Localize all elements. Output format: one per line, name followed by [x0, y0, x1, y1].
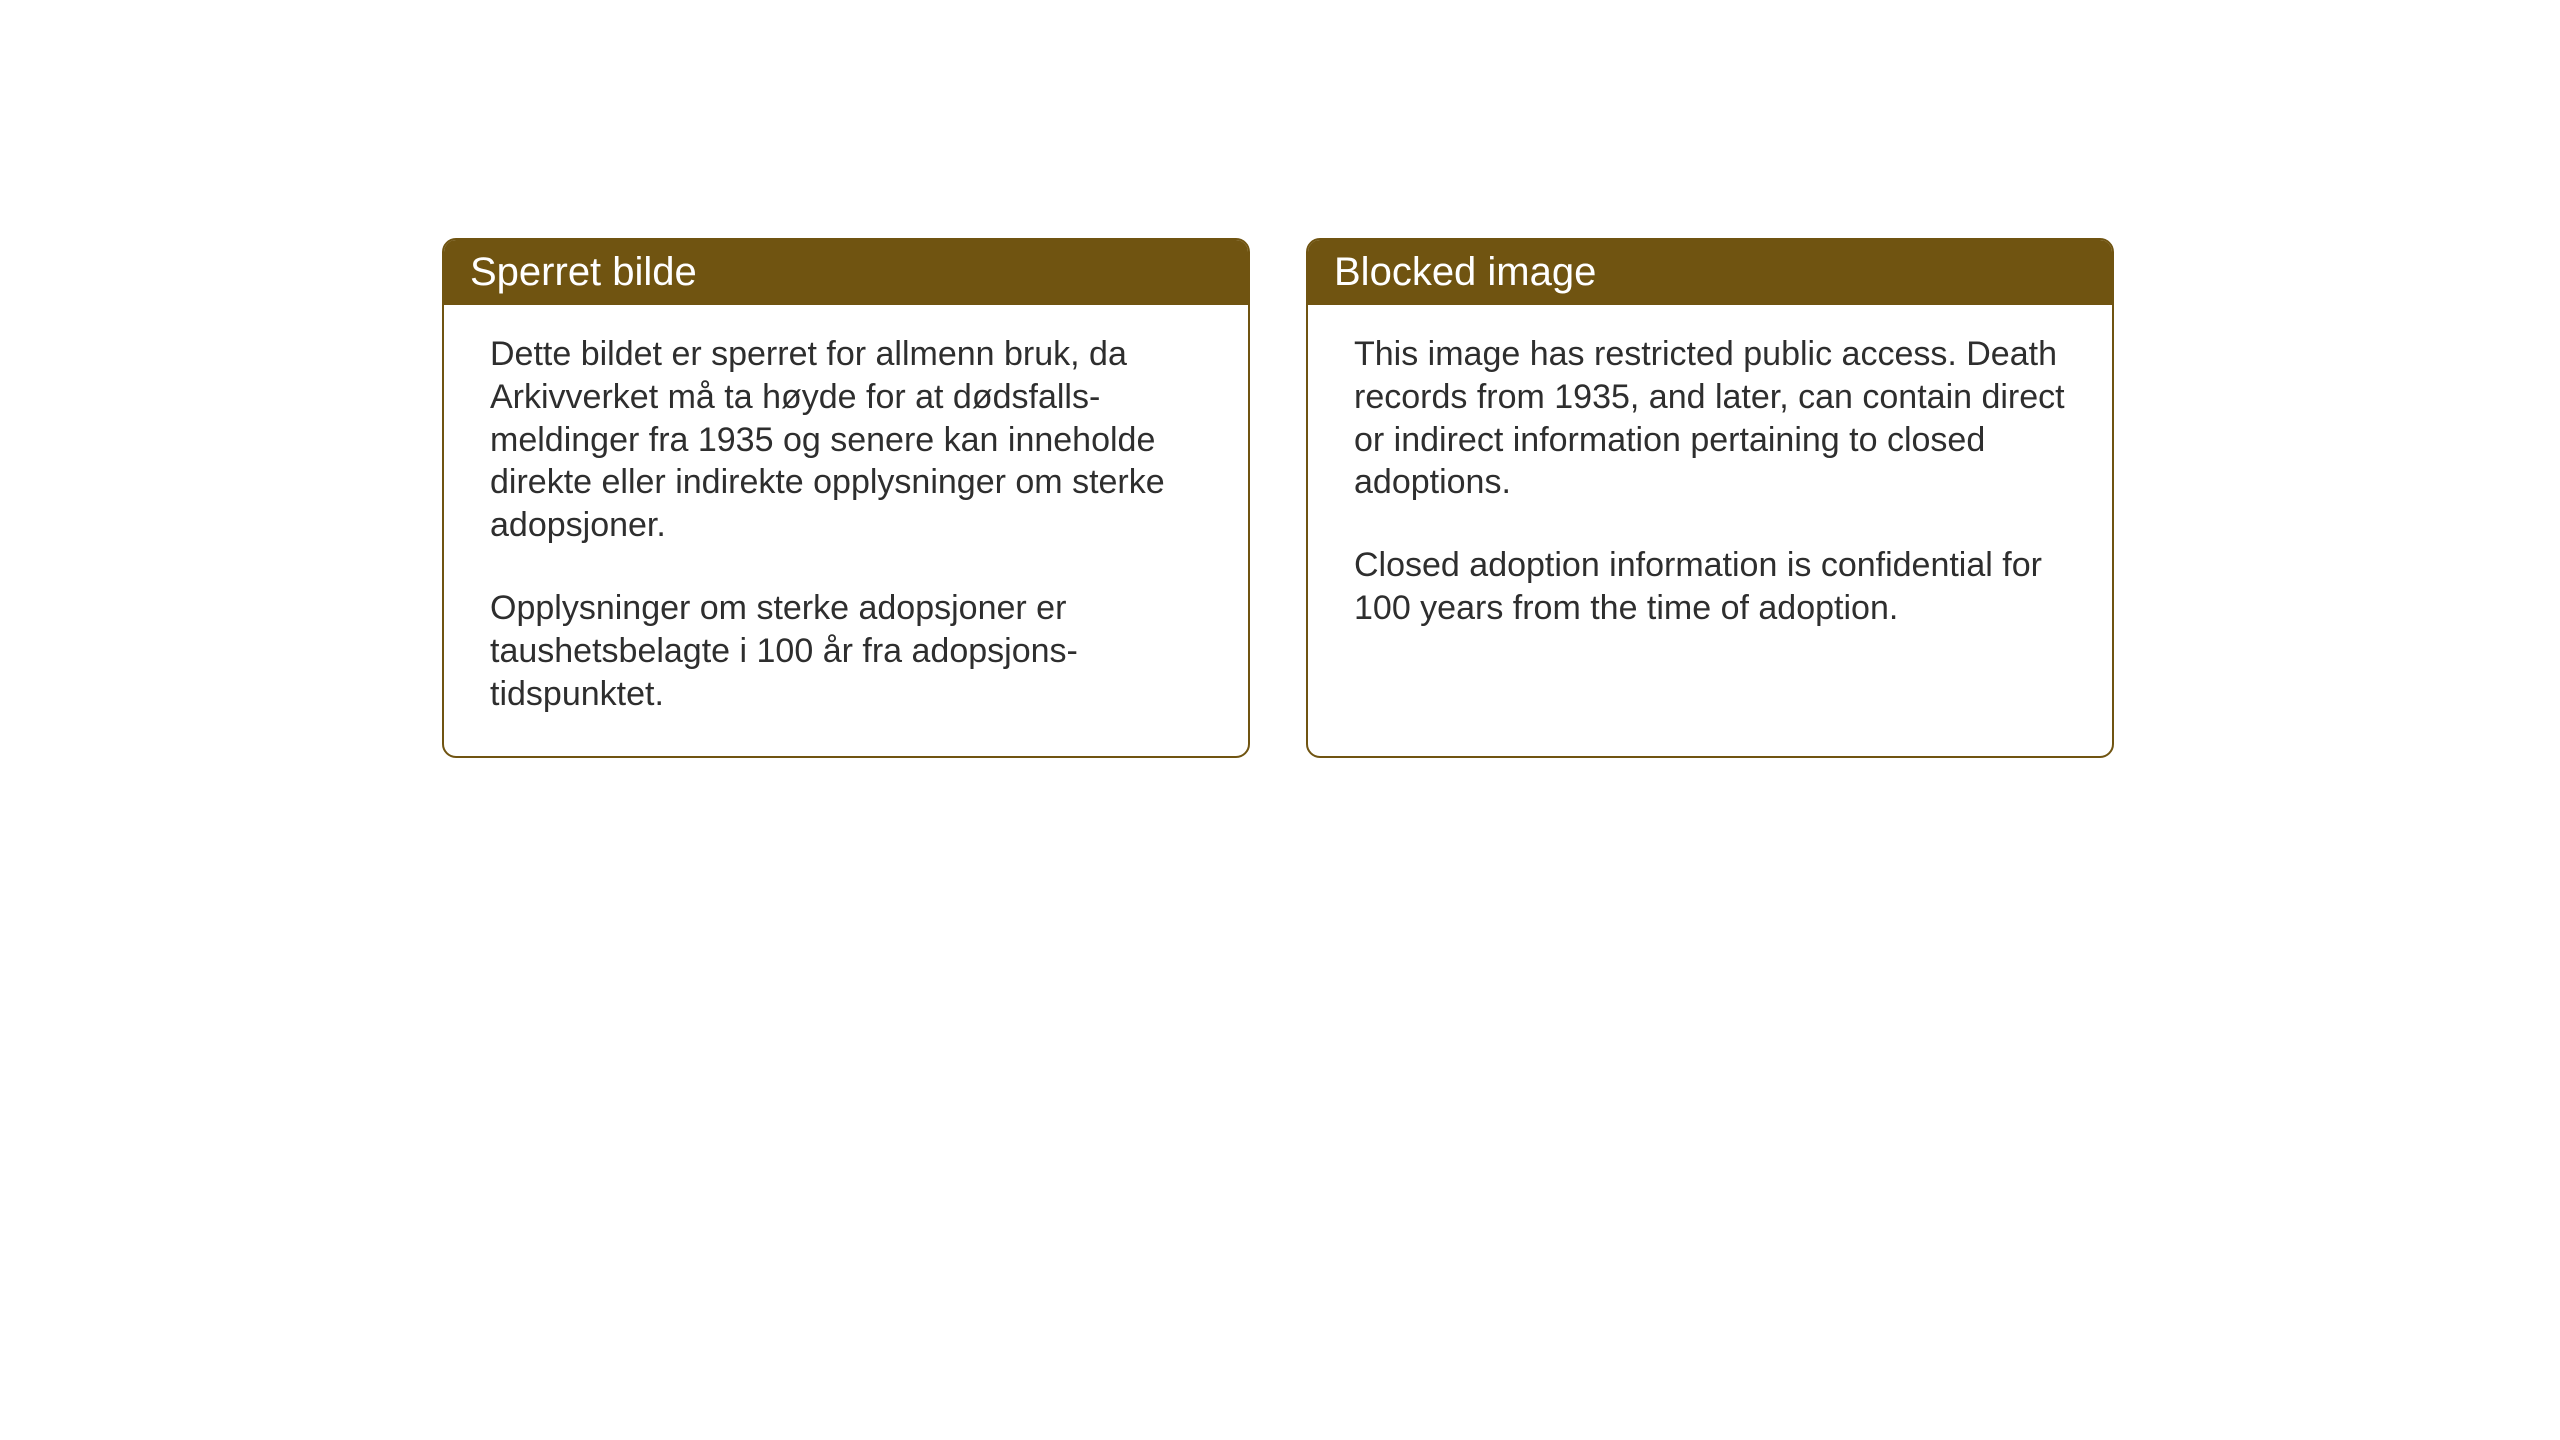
notice-box-norwegian: Sperret bilde Dette bildet er sperret fo… — [442, 238, 1250, 758]
notice-body-english: This image has restricted public access.… — [1308, 305, 2112, 745]
notice-paragraph-1-english: This image has restricted public access.… — [1354, 333, 2066, 504]
notice-paragraph-2-english: Closed adoption information is confident… — [1354, 544, 2066, 630]
notice-title-norwegian: Sperret bilde — [470, 250, 697, 294]
notice-title-english: Blocked image — [1334, 250, 1596, 294]
notice-paragraph-2-norwegian: Opplysninger om sterke adopsjoner er tau… — [490, 587, 1202, 715]
notice-header-english: Blocked image — [1308, 240, 2112, 305]
notice-body-norwegian: Dette bildet er sperret for allmenn bruk… — [444, 305, 1248, 756]
notice-header-norwegian: Sperret bilde — [444, 240, 1248, 305]
notice-box-english: Blocked image This image has restricted … — [1306, 238, 2114, 758]
notice-container: Sperret bilde Dette bildet er sperret fo… — [442, 238, 2114, 758]
notice-paragraph-1-norwegian: Dette bildet er sperret for allmenn bruk… — [490, 333, 1202, 547]
